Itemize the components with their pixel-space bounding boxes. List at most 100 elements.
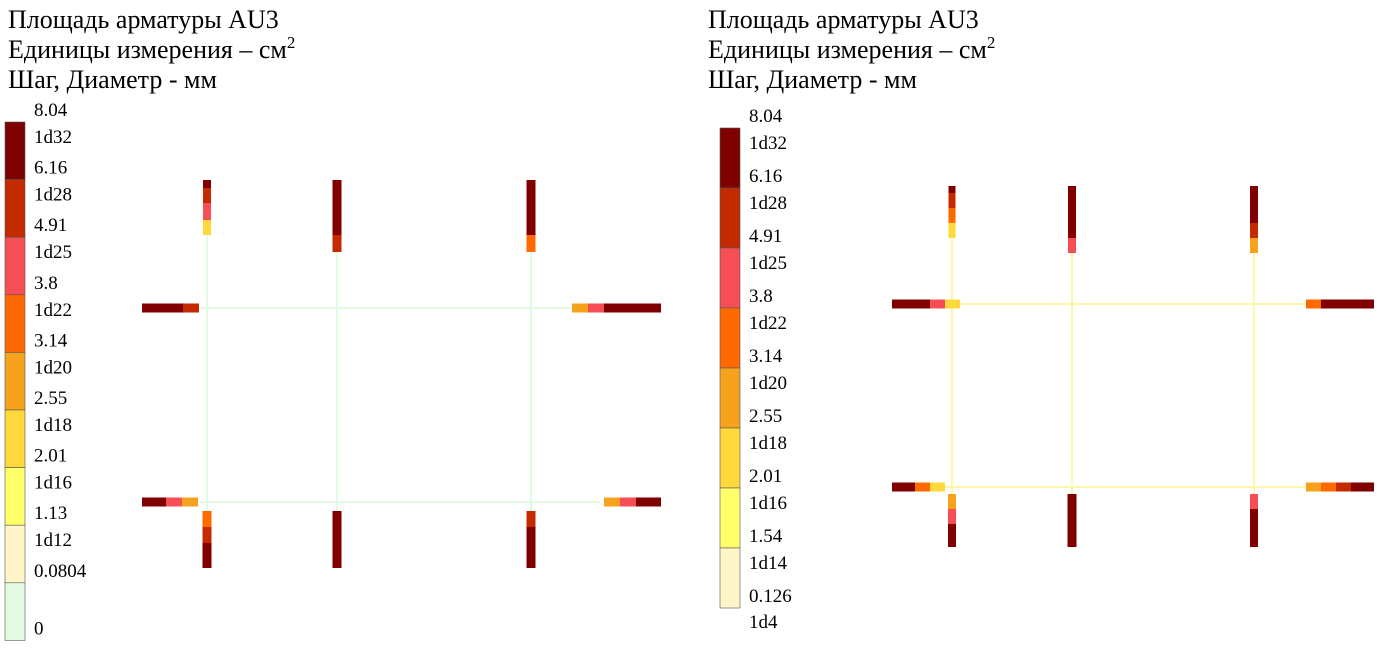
- legend-value: 3.14: [749, 346, 783, 367]
- legend-diameter: 1d18: [749, 433, 787, 454]
- rebar-zone: [1351, 482, 1374, 492]
- rebar-zone: [604, 497, 620, 507]
- legend-diameter: 1d14: [749, 553, 788, 574]
- rebar-zone: [202, 543, 212, 568]
- legend-value: 6.16: [34, 158, 67, 179]
- legend-box: [719, 187, 741, 249]
- legend-diameter: 1d16: [749, 493, 787, 514]
- rebar-zone: [948, 509, 956, 524]
- legend-value: 2.01: [34, 446, 67, 467]
- rebar-zone: [332, 180, 342, 235]
- legend-box: [4, 179, 26, 238]
- rebar-zone: [1336, 482, 1351, 492]
- step: Шаг, Диаметр - мм: [708, 65, 917, 94]
- rebar-zone: [526, 180, 536, 235]
- legend-box: [719, 367, 741, 429]
- legend-diameter: 1d16: [34, 473, 72, 494]
- legend-value: 1.13: [34, 503, 67, 524]
- legend-value: 6.16: [749, 166, 782, 187]
- legend-box: [4, 352, 26, 411]
- legend-value: 8.04: [749, 106, 783, 127]
- rebar-zone: [202, 511, 212, 527]
- rebar-zone: [182, 497, 198, 507]
- rebar-zone: [203, 180, 211, 188]
- legend-box: [4, 294, 26, 353]
- rebar-zone: [1321, 299, 1374, 309]
- rebar-zone: [142, 497, 166, 507]
- rebar-zone: [948, 186, 956, 193]
- legend-box: [719, 547, 741, 609]
- legend-box: [719, 487, 741, 549]
- rebar-zone: [915, 482, 930, 492]
- legend-value: 1.54: [749, 526, 783, 547]
- legend-value: 3.14: [34, 330, 68, 351]
- legend-value: 0: [34, 618, 44, 639]
- units-text: Единицы измерения – см: [708, 35, 987, 64]
- legend-box: [4, 582, 26, 641]
- rebar-zone: [588, 303, 604, 313]
- legend-value: 2.55: [34, 388, 67, 409]
- legend-box: [719, 247, 741, 309]
- rebar-zone: [526, 527, 536, 568]
- legend-box: [4, 524, 26, 584]
- rebar-zone: [948, 193, 956, 208]
- legend-diameter: 1d25: [34, 242, 72, 263]
- rebar-zone: [1250, 509, 1258, 547]
- legend-diameter: 1d20: [749, 373, 787, 394]
- legend-diameter: 1d22: [34, 300, 72, 321]
- legend-diameter: 1d12: [34, 530, 72, 551]
- rebar-zone: [945, 299, 960, 309]
- rebar-zone: [1250, 238, 1258, 253]
- legend-diameter: 1d18: [34, 415, 72, 436]
- rebar-zone: [1306, 482, 1321, 492]
- rebar-zone: [203, 203, 211, 220]
- rebar-zone: [948, 494, 956, 509]
- legend-diameter: 1d25: [749, 253, 787, 274]
- rebar-zone: [948, 208, 956, 223]
- legend-box: [719, 307, 741, 369]
- rebar-zone: [1250, 223, 1258, 238]
- rebar-zone: [166, 497, 182, 507]
- rebar-zone: [572, 303, 588, 313]
- rebar-zone: [930, 299, 945, 309]
- legend-box: [4, 236, 26, 296]
- rebar-zone: [948, 524, 956, 547]
- legend-value: 3.8: [749, 286, 773, 307]
- rebar-zone: [1068, 186, 1076, 238]
- rebar-zone: [948, 223, 956, 238]
- legend-box: [719, 127, 741, 189]
- panel-right: Площадь арматуры AU3 Единицы измерения –…: [708, 5, 995, 94]
- rebar-zone: [1068, 238, 1076, 253]
- rebar-zone: [930, 482, 945, 492]
- units: Единицы измерения – см2: [8, 33, 295, 64]
- rebar-zone: [1067, 494, 1077, 547]
- step: Шаг, Диаметр - мм: [8, 65, 217, 94]
- rebar-zone: [183, 303, 199, 313]
- rebar-zone: [1306, 299, 1321, 309]
- rebar-zone: [1250, 494, 1258, 509]
- legend-value: 0.126: [749, 586, 792, 607]
- legend-value: 0.0804: [34, 561, 87, 582]
- rebar-zone: [203, 220, 211, 235]
- units-text: Единицы измерения – см: [8, 35, 287, 64]
- rebar-zone: [526, 235, 536, 252]
- legend-value: 2.01: [749, 466, 782, 487]
- rebar-zone: [1250, 186, 1258, 223]
- legend-value: 4.91: [749, 226, 782, 247]
- legend-value: 4.91: [34, 215, 67, 236]
- rebar-zone: [332, 235, 342, 252]
- legend-diameter: 1d28: [749, 193, 787, 214]
- legend-value: 3.8: [34, 273, 58, 294]
- legend-box: [4, 121, 26, 180]
- rebar-zone: [892, 299, 930, 309]
- units: Единицы измерения – см2: [708, 33, 995, 64]
- title: Площадь арматуры AU3: [708, 5, 979, 34]
- legend-box: [4, 409, 26, 468]
- rebar-zone: [142, 303, 183, 313]
- legend-diameter: 1d4: [749, 612, 778, 633]
- title: Площадь арматуры AU3: [8, 5, 279, 34]
- rebar-zone: [892, 482, 915, 492]
- legend-diameter: 1d32: [749, 133, 787, 154]
- legend-diameter: 1d32: [34, 127, 72, 148]
